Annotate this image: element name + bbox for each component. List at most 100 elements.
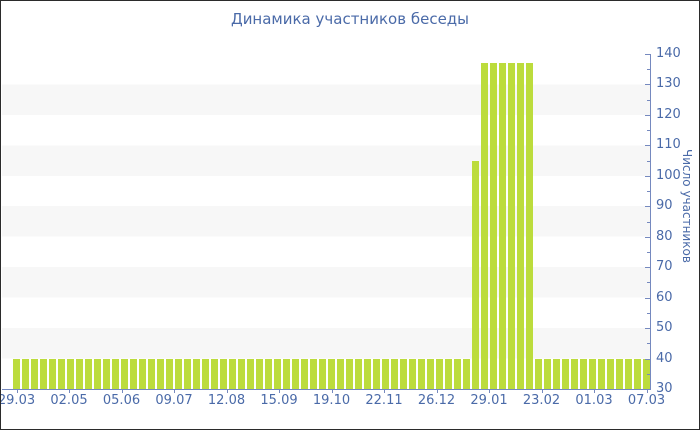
y-axis-tick <box>645 84 650 86</box>
bar <box>436 358 443 389</box>
y-axis-tick <box>647 282 650 284</box>
x-axis-tick <box>16 389 18 393</box>
bar <box>508 63 515 389</box>
y-axis-tick <box>645 114 650 116</box>
x-axis-tick <box>436 389 438 393</box>
y-axis-tick <box>647 130 650 132</box>
y-axis-tick-label: 100 <box>656 167 681 183</box>
x-axis-tick-label: 15.09 <box>260 393 298 408</box>
y-axis-title: Число участников <box>680 149 694 263</box>
y-axis-tick <box>645 389 650 390</box>
bar <box>256 358 263 389</box>
bar <box>67 358 74 389</box>
y-axis-tick-label: 120 <box>656 106 681 122</box>
bar <box>211 358 218 389</box>
y-axis-tick-label: 30 <box>656 381 673 396</box>
x-axis-tick-label: 22.11 <box>365 393 403 408</box>
bar <box>481 63 488 389</box>
bar <box>22 358 29 389</box>
bar <box>589 358 596 389</box>
y-axis-tick <box>647 160 650 162</box>
bar <box>112 358 119 389</box>
y-axis-tick-label: 60 <box>656 289 673 305</box>
x-axis-tick-label: 09.07 <box>155 393 193 408</box>
bar <box>94 358 101 389</box>
y-axis-tick <box>645 145 650 147</box>
y-axis-tick-label: 90 <box>656 198 673 214</box>
x-axis-tick-label: 19.10 <box>312 393 351 408</box>
bar <box>400 358 407 389</box>
y-axis-tick-label: 130 <box>656 76 681 92</box>
bar <box>337 358 344 389</box>
y-axis-tick <box>647 251 650 253</box>
x-axis-tick-label: 29.01 <box>470 393 508 408</box>
y-axis-tick <box>647 373 650 375</box>
bar <box>274 358 281 389</box>
y-axis-tick <box>647 343 650 345</box>
bar <box>85 358 92 389</box>
bar <box>625 358 632 389</box>
x-axis-tick <box>69 389 70 393</box>
bar <box>175 358 182 389</box>
bar <box>472 160 479 389</box>
bar <box>445 358 452 389</box>
x-axis-tick <box>646 389 648 393</box>
y-axis-tick-label: 50 <box>656 320 673 336</box>
x-axis-tick <box>121 389 123 393</box>
bar <box>31 358 38 389</box>
bar <box>535 358 542 389</box>
bar <box>301 358 308 389</box>
x-axis-tick <box>541 389 543 393</box>
bar <box>157 358 164 389</box>
bar <box>616 358 623 389</box>
bar <box>355 358 362 389</box>
x-axis-tick <box>384 389 385 393</box>
bar <box>328 358 335 389</box>
x-axis-tick <box>489 389 490 393</box>
bar <box>292 358 299 389</box>
bar <box>283 358 290 389</box>
y-axis-tick <box>645 175 650 177</box>
bar <box>166 358 173 389</box>
y-axis-tick <box>647 69 650 71</box>
bar <box>139 358 146 389</box>
plot-area <box>2 54 651 393</box>
y-axis-tick <box>645 358 650 360</box>
y-axis-tick <box>645 206 650 208</box>
bar <box>103 358 110 389</box>
x-axis-tick <box>174 389 175 393</box>
bar <box>526 63 533 389</box>
bar <box>571 358 578 389</box>
bar <box>193 358 200 389</box>
y-axis-tick-label: 110 <box>656 137 681 153</box>
bar <box>130 358 137 389</box>
bar <box>643 358 650 389</box>
bar <box>553 358 560 389</box>
bar <box>49 358 56 389</box>
bar <box>229 358 236 389</box>
x-axis-tick <box>331 389 333 393</box>
x-axis-tick-label: 23.02 <box>522 393 561 408</box>
x-axis-tick-label: 02.05 <box>50 393 88 408</box>
y-axis-tick <box>647 99 650 101</box>
bar <box>13 358 20 389</box>
x-axis-tick <box>279 389 280 393</box>
x-axis-tick-label: 26.12 <box>417 393 456 408</box>
bar <box>598 358 605 389</box>
x-axis-tick-label: 07.03 <box>627 393 666 408</box>
x-axis-tick-label: 12.08 <box>207 393 246 408</box>
y-axis-tick-label: 70 <box>656 259 673 275</box>
bar <box>517 63 524 389</box>
bar <box>634 358 641 389</box>
bar <box>346 358 353 389</box>
bar <box>148 358 155 389</box>
bar <box>562 358 569 389</box>
bar <box>364 358 371 389</box>
bar <box>391 358 398 389</box>
y-axis-tick-label: 140 <box>656 46 681 61</box>
bar <box>463 358 470 389</box>
bar <box>373 358 380 389</box>
y-axis-tick <box>647 221 650 223</box>
bar <box>499 63 506 389</box>
